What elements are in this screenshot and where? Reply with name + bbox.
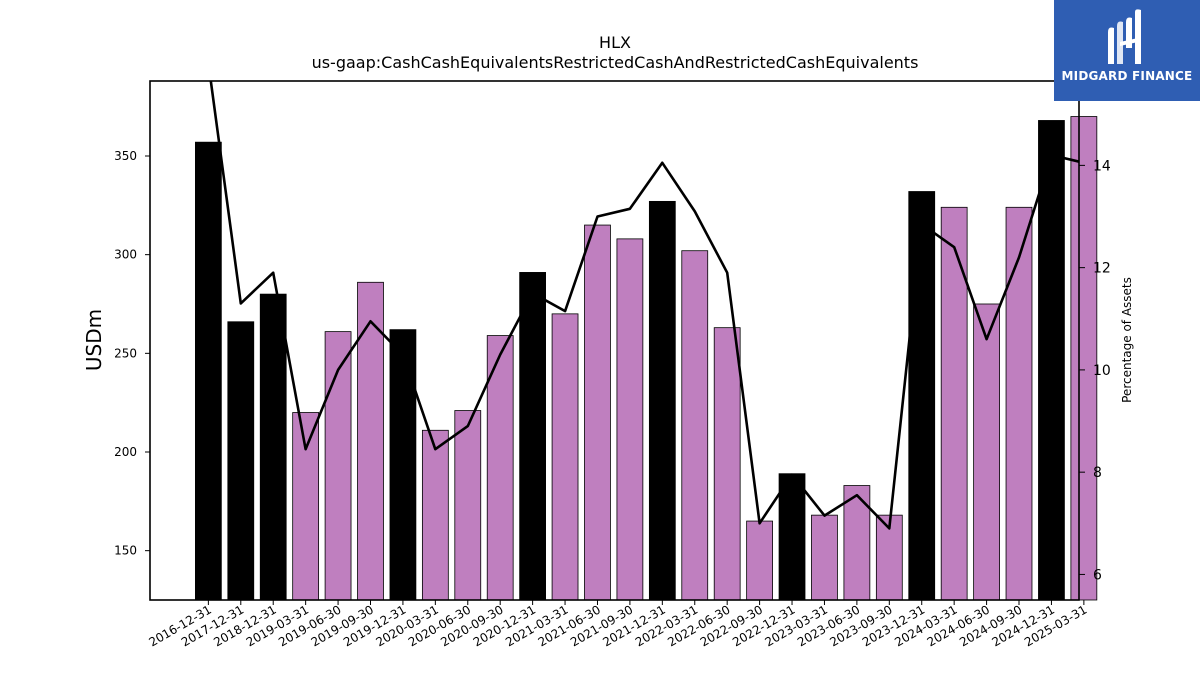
bar-2023-03-31 [811, 514, 838, 601]
y2-tick-label: 6 [1093, 567, 1102, 583]
logo-text: MIDGARD FINANCE [1061, 69, 1193, 83]
bar-2019-03-31 [292, 412, 320, 601]
percentage-line [209, 81, 1079, 530]
y-tick-label: 350 [114, 149, 137, 163]
bar-2023-12-31 [908, 191, 936, 601]
bar-2016-12-31 [194, 141, 222, 601]
bar-2024-09-30 [1005, 206, 1033, 601]
bar-2024-12-31 [1038, 120, 1065, 601]
bar-2022-12-31 [778, 473, 806, 601]
plot-frame [149, 80, 1080, 601]
bar-2019-06-30 [324, 331, 352, 601]
y2-tick-label: 12 [1093, 261, 1111, 277]
left-axis: 150 200 250 300 350 [114, 149, 150, 558]
bar-2024-06-30 [973, 303, 1000, 601]
bar-2021-09-30 [616, 238, 644, 601]
bar-2024-03-31 [940, 206, 968, 601]
y2-axis-label: Percentage of Assets [1120, 277, 1134, 403]
bar-2020-06-30 [454, 410, 482, 601]
brand-logo: MIDGARD FINANCE [1054, 0, 1200, 101]
y-tick-label: 250 [114, 346, 137, 360]
bar-2022-06-30 [713, 327, 741, 601]
y-axis-label: USDm [82, 309, 106, 371]
bar-2021-12-31 [648, 200, 676, 601]
bar-2018-12-31 [259, 293, 287, 601]
x-axis: 2016-12-312017-12-312018-12-312019-03-31… [146, 600, 1089, 649]
bar-2020-09-30 [486, 335, 514, 601]
bar-2020-03-31 [421, 429, 449, 601]
bar-2022-03-31 [681, 250, 709, 601]
bars-group [194, 116, 1098, 601]
bar-2021-06-30 [584, 224, 611, 601]
y-tick-label: 150 [114, 544, 137, 558]
logo-mark-icon [1108, 9, 1141, 64]
bar-2019-12-31 [389, 329, 417, 601]
chart-subtitle: us-gaap:CashCashEquivalentsRestrictedCas… [312, 53, 919, 72]
y2-tick-label: 14 [1093, 158, 1111, 174]
y-tick-label: 300 [114, 248, 137, 262]
bar-2021-03-31 [551, 313, 579, 601]
chart-title: HLX [599, 33, 631, 52]
bar-2017-12-31 [227, 321, 255, 601]
line-group [209, 81, 1079, 530]
right-axis: 6 8 10 12 14 [1079, 158, 1111, 583]
bar-2020-12-31 [519, 272, 546, 601]
y2-tick-label: 10 [1093, 363, 1111, 379]
y2-tick-label: 8 [1093, 465, 1102, 481]
y-tick-label: 200 [114, 445, 137, 459]
bar-2022-09-30 [746, 520, 773, 601]
bar-2025-03-31 [1070, 116, 1098, 601]
